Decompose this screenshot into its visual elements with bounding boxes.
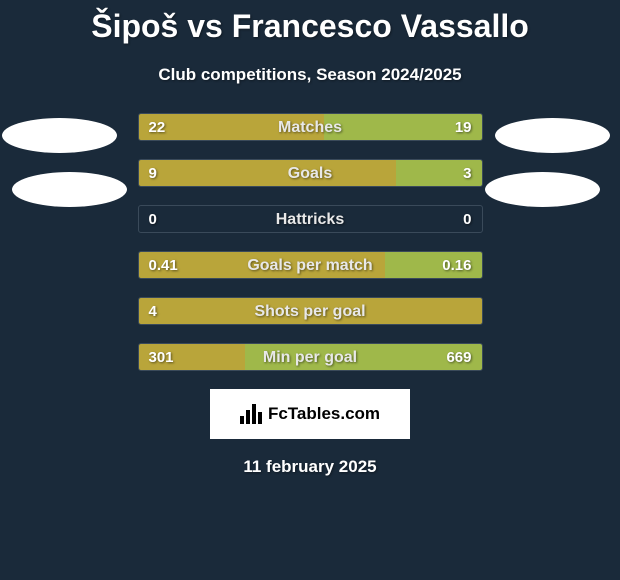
stat-label: Min per goal xyxy=(139,344,482,371)
value-right: 0.16 xyxy=(442,252,471,279)
stat-label: Shots per goal xyxy=(139,298,482,325)
stat-label: Goals per match xyxy=(139,252,482,279)
stat-row: 0 Hattricks 0 xyxy=(138,205,483,233)
stat-label: Goals xyxy=(139,160,482,187)
value-right: 3 xyxy=(463,160,471,187)
stat-row: 0.41 Goals per match 0.16 xyxy=(138,251,483,279)
brand-text: FcTables.com xyxy=(268,404,380,424)
value-right: 669 xyxy=(446,344,471,371)
player-left-avatar-top xyxy=(2,118,117,153)
stat-label: Hattricks xyxy=(139,206,482,233)
stat-row: 301 Min per goal 669 xyxy=(138,343,483,371)
bar-chart-icon xyxy=(240,404,262,424)
stat-row: 9 Goals 3 xyxy=(138,159,483,187)
value-right: 19 xyxy=(455,114,472,141)
comparison-chart: 22 Matches 19 9 Goals 3 0 Hattricks 0 0.… xyxy=(138,113,483,371)
date-text: 11 february 2025 xyxy=(0,457,620,477)
player-right-avatar-top xyxy=(495,118,610,153)
player-right-avatar-bottom xyxy=(485,172,600,207)
brand-logo: FcTables.com xyxy=(210,389,410,439)
subtitle: Club competitions, Season 2024/2025 xyxy=(0,65,620,85)
stat-row: 4 Shots per goal xyxy=(138,297,483,325)
stat-row: 22 Matches 19 xyxy=(138,113,483,141)
page-title: Šipoš vs Francesco Vassallo xyxy=(0,0,620,45)
player-left-avatar-bottom xyxy=(12,172,127,207)
value-right: 0 xyxy=(463,206,471,233)
stat-label: Matches xyxy=(139,114,482,141)
